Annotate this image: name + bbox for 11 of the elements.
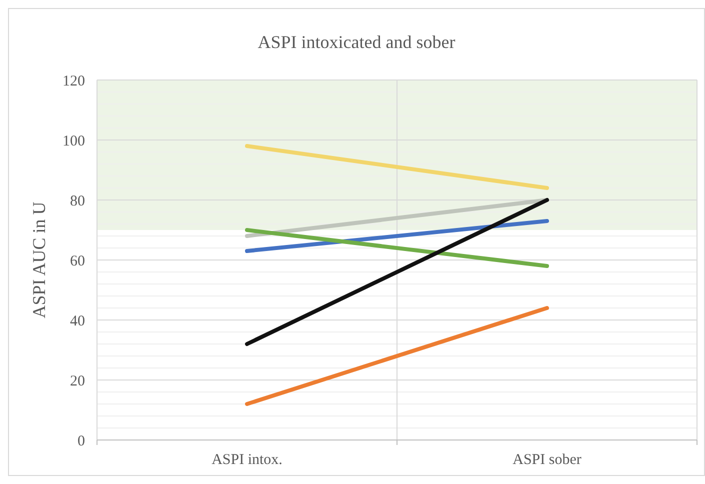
y-tick-label: 0 — [78, 433, 85, 450]
x-tick-label: ASPI sober — [512, 452, 582, 468]
y-tick-label: 80 — [70, 193, 85, 210]
y-tick-label: 60 — [70, 253, 85, 270]
y-tick-label: 120 — [62, 73, 85, 90]
y-tick-label: 20 — [70, 373, 85, 390]
y-axis-title: ASPI AUC in U — [29, 202, 49, 318]
y-tick-label: 40 — [70, 313, 85, 330]
chart-title: ASPI intoxicated and sober — [258, 32, 456, 52]
y-tick-label: 100 — [62, 133, 85, 150]
x-tick-label: ASPI intox. — [212, 452, 282, 468]
